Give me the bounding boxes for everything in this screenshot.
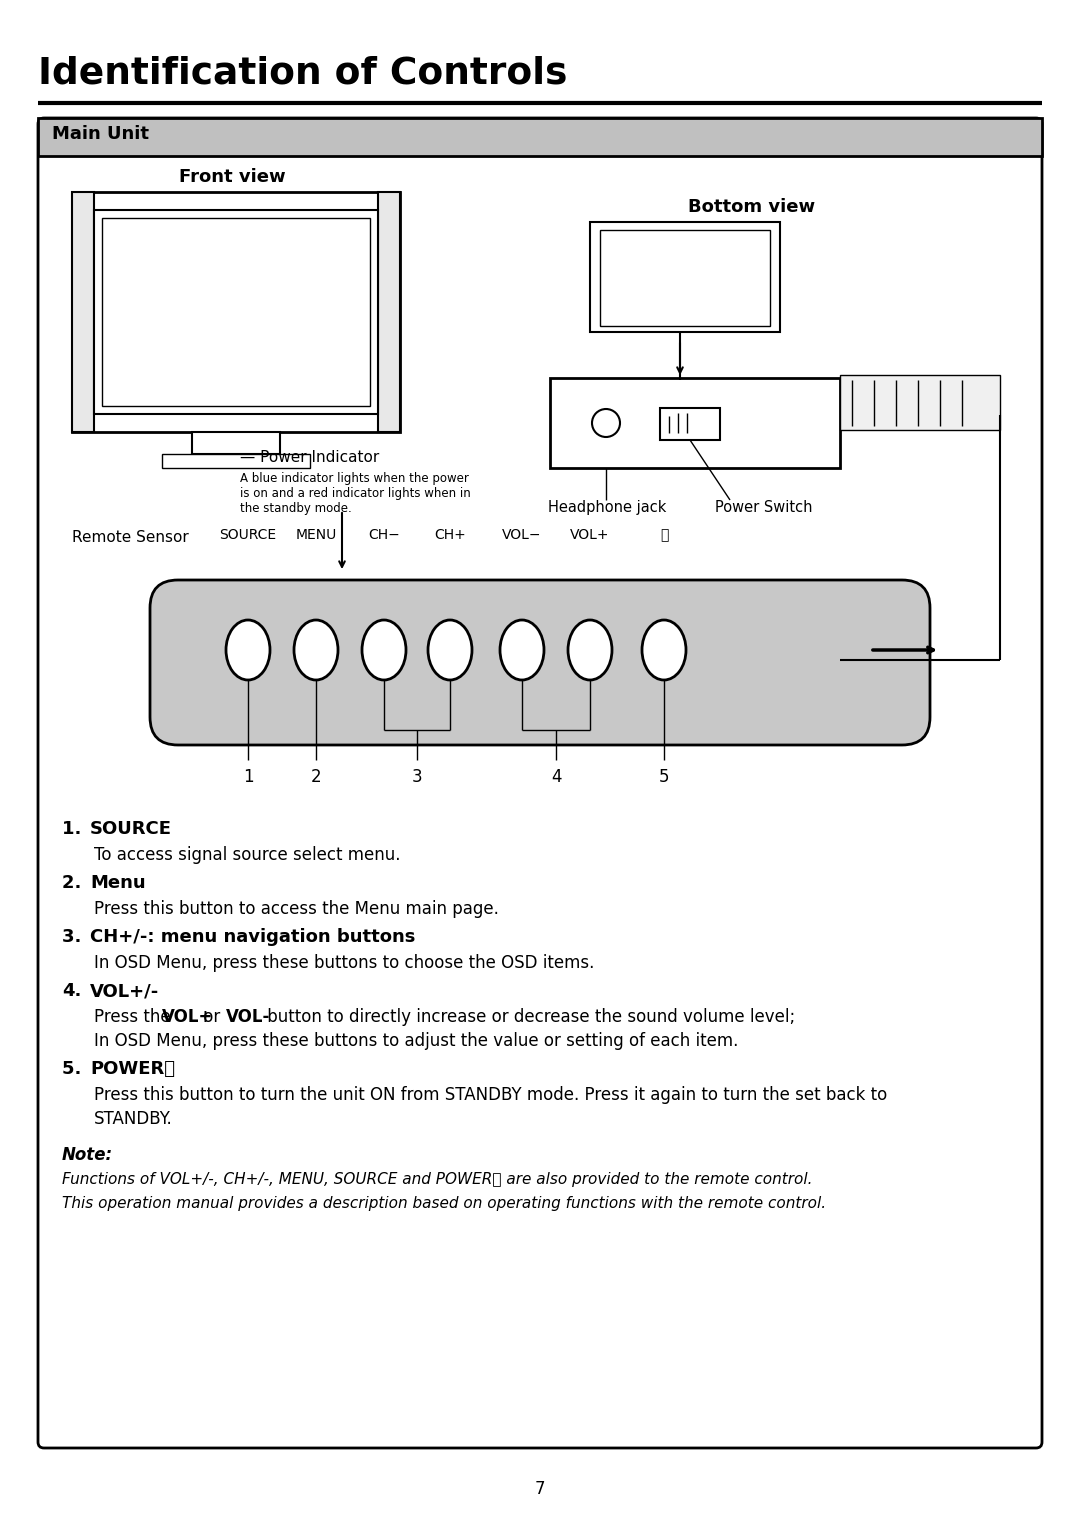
Bar — [600, 231, 770, 325]
Text: 5.: 5. — [62, 1060, 87, 1078]
Text: 4: 4 — [551, 768, 562, 786]
Text: 5: 5 — [659, 768, 670, 786]
Text: or: or — [198, 1008, 226, 1026]
Text: Bottom view: Bottom view — [688, 199, 815, 215]
Ellipse shape — [642, 620, 686, 680]
Text: To access signal source select menu.: To access signal source select menu. — [94, 846, 401, 864]
Text: Headphone jack: Headphone jack — [548, 499, 666, 515]
Ellipse shape — [362, 620, 406, 680]
Ellipse shape — [592, 409, 620, 437]
Text: VOL+/-: VOL+/- — [90, 982, 159, 1000]
Text: button to directly increase or decrease the sound volume level;: button to directly increase or decrease … — [262, 1008, 795, 1026]
Bar — [94, 211, 378, 414]
Bar — [660, 408, 720, 440]
Bar — [378, 192, 400, 432]
Ellipse shape — [226, 620, 270, 680]
Bar — [840, 376, 1000, 431]
Text: STANDBY.: STANDBY. — [94, 1110, 173, 1128]
Bar — [102, 218, 370, 406]
Ellipse shape — [500, 620, 544, 680]
Text: 7: 7 — [535, 1480, 545, 1498]
Text: POWER⏻: POWER⏻ — [90, 1060, 175, 1078]
Text: Front view: Front view — [178, 168, 285, 186]
Text: In OSD Menu, press these buttons to adjust the value or setting of each item.: In OSD Menu, press these buttons to adju… — [94, 1032, 739, 1051]
Text: Note:: Note: — [62, 1145, 113, 1164]
Text: CH−: CH− — [368, 528, 400, 542]
Text: A blue indicator lights when the power
is on and a red indicator lights when in
: A blue indicator lights when the power i… — [240, 472, 471, 515]
Text: SOURCE: SOURCE — [90, 820, 172, 838]
Ellipse shape — [568, 620, 612, 680]
Bar — [162, 454, 310, 467]
Text: — Power Indicator: — Power Indicator — [240, 450, 379, 466]
Text: Main Unit: Main Unit — [52, 125, 149, 144]
Text: 3: 3 — [411, 768, 422, 786]
Text: In OSD Menu, press these buttons to choose the OSD items.: In OSD Menu, press these buttons to choo… — [94, 954, 594, 973]
Text: CH+: CH+ — [434, 528, 465, 542]
Bar — [38, 118, 1042, 156]
Text: Identification of Controls: Identification of Controls — [38, 55, 567, 92]
FancyBboxPatch shape — [38, 118, 1042, 1448]
Text: Press this button to turn the unit ON from STANDBY mode. Press it again to turn : Press this button to turn the unit ON fr… — [94, 1086, 888, 1104]
Text: ⏻: ⏻ — [660, 528, 669, 542]
Text: Functions of VOL+/-, CH+/-, MENU, SOURCE and POWER⏻ are also provided to the rem: Functions of VOL+/-, CH+/-, MENU, SOURCE… — [62, 1173, 812, 1186]
Text: 3.: 3. — [62, 928, 87, 947]
Text: CH+/-: menu navigation buttons: CH+/-: menu navigation buttons — [90, 928, 416, 947]
Text: 2.: 2. — [62, 873, 87, 892]
Ellipse shape — [294, 620, 338, 680]
Text: 2: 2 — [311, 768, 322, 786]
Bar — [590, 221, 780, 331]
Text: VOL+: VOL+ — [162, 1008, 214, 1026]
Text: Menu: Menu — [90, 873, 146, 892]
FancyBboxPatch shape — [150, 580, 930, 745]
Bar — [550, 379, 840, 467]
Ellipse shape — [428, 620, 472, 680]
Text: Press the: Press the — [94, 1008, 176, 1026]
Text: SOURCE: SOURCE — [219, 528, 276, 542]
Text: MENU: MENU — [295, 528, 337, 542]
Text: Press this button to access the Menu main page.: Press this button to access the Menu mai… — [94, 899, 499, 918]
Bar — [72, 192, 400, 432]
Text: Remote Sensor: Remote Sensor — [72, 530, 189, 545]
Text: VOL-: VOL- — [226, 1008, 270, 1026]
Text: VOL+: VOL+ — [570, 528, 610, 542]
Bar — [72, 192, 94, 432]
Text: 1: 1 — [243, 768, 254, 786]
Text: This operation manual provides a description based on operating functions with t: This operation manual provides a descrip… — [62, 1196, 826, 1211]
Text: Power Switch: Power Switch — [715, 499, 812, 515]
Text: 4.: 4. — [62, 982, 81, 1000]
Bar — [192, 432, 280, 454]
Text: 1.: 1. — [62, 820, 87, 838]
Text: VOL−: VOL− — [502, 528, 542, 542]
